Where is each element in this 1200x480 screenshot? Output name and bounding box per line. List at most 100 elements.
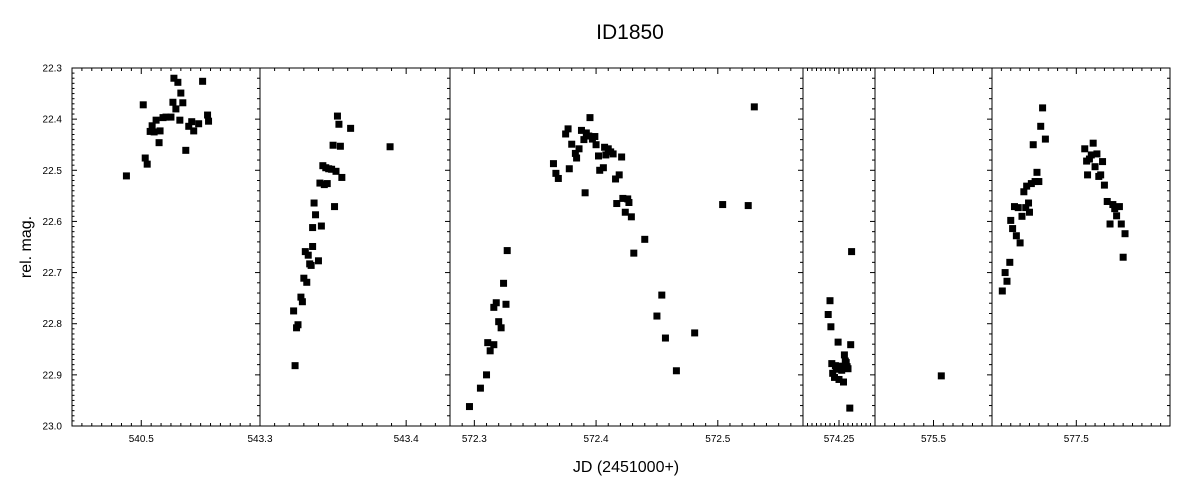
data-point [612, 175, 620, 183]
data-point [298, 298, 306, 306]
data-point [577, 126, 585, 134]
data-point [1012, 232, 1020, 240]
data-point [182, 146, 190, 154]
plot-area: 22.3 22.4 22.5 22.6 22.7 22.8 22.9 23.0 540.5 543… [43, 64, 1171, 445]
data-point [581, 189, 589, 197]
data-point [170, 74, 178, 82]
data-point [641, 235, 649, 243]
data-point [204, 111, 212, 119]
x-tick-label: 572.3 [462, 434, 487, 445]
data-point [831, 362, 839, 370]
data-point [291, 362, 299, 370]
data-point [497, 324, 505, 332]
data-point [294, 321, 302, 329]
data-point [1022, 204, 1030, 212]
data-point [332, 167, 340, 175]
data-point [998, 287, 1006, 295]
panel-frame [259, 67, 451, 427]
data-point [842, 359, 850, 367]
data-point [143, 160, 151, 168]
data-point [564, 125, 572, 133]
data-point [586, 114, 594, 122]
y-tick-label: 22.9 [43, 370, 63, 381]
data-point [719, 201, 727, 209]
panel-frame [874, 67, 993, 427]
data-point [490, 341, 498, 349]
data-point [618, 153, 626, 161]
x-axis-label: JD (2451000+) [573, 459, 679, 476]
data-point [152, 116, 160, 124]
data-point [848, 248, 856, 256]
data-point [323, 180, 331, 188]
panel-3: 572.3 572.4 572.5 [449, 67, 804, 445]
data-point [148, 122, 156, 130]
data-point [314, 257, 322, 265]
data-point [502, 300, 510, 308]
data-point [333, 112, 341, 120]
data-point [834, 338, 842, 346]
data-point [750, 103, 758, 111]
data-point [1020, 188, 1028, 196]
data-point [156, 127, 164, 135]
data-point [828, 360, 836, 368]
data-point [826, 297, 834, 305]
data-point [1103, 197, 1111, 205]
data-point [832, 365, 840, 373]
data-point [619, 194, 627, 202]
x-tick-label: 540.5 [129, 434, 154, 445]
data-point [672, 367, 680, 375]
data-point [190, 127, 198, 135]
data-point [1091, 163, 1099, 171]
data-point [847, 341, 855, 349]
data-point [554, 174, 562, 182]
data-point [1121, 230, 1129, 238]
y-tick-label: 22.7 [43, 268, 63, 279]
data-point [1035, 178, 1043, 186]
data-point [304, 251, 312, 259]
data-point [591, 133, 599, 141]
data-point [592, 141, 600, 149]
data-point [658, 291, 666, 299]
x-tick-label: 572.5 [705, 434, 730, 445]
data-point [1085, 155, 1093, 163]
data-point [744, 202, 752, 210]
x-tick-label: 575.5 [921, 434, 946, 445]
data-point [1014, 204, 1022, 212]
data-point [691, 329, 699, 337]
data-point [465, 403, 473, 411]
y-tick-label: 22.5 [43, 166, 63, 177]
data-point [141, 154, 149, 162]
panel-6: 577.5 [991, 67, 1171, 445]
data-point [179, 99, 187, 107]
data-point [199, 77, 207, 85]
chart-title: ID1850 [596, 21, 664, 44]
data-point [177, 89, 185, 97]
data-point [335, 120, 343, 128]
data-point [1099, 158, 1107, 166]
data-point [1084, 171, 1092, 179]
data-point [490, 303, 498, 311]
panel-5: 575.5 [874, 67, 993, 445]
data-point [1007, 216, 1015, 224]
data-point [1039, 104, 1047, 112]
data-point [846, 404, 854, 412]
data-point [624, 195, 632, 203]
data-point [1025, 208, 1033, 216]
data-point [1081, 145, 1089, 153]
data-point [1027, 180, 1035, 188]
data-point [297, 293, 305, 301]
data-point [630, 249, 638, 257]
data-point [615, 171, 623, 179]
data-point [146, 127, 154, 135]
data-point [167, 113, 175, 121]
data-point [150, 128, 158, 136]
data-point [831, 373, 838, 381]
y-axis-label: rel. mag. [18, 216, 35, 278]
data-point [122, 172, 130, 180]
data-point [1097, 171, 1105, 179]
data-point [827, 323, 835, 331]
data-point [661, 334, 669, 342]
panel-frame [449, 67, 804, 427]
data-point [303, 278, 311, 286]
data-point [653, 312, 661, 320]
